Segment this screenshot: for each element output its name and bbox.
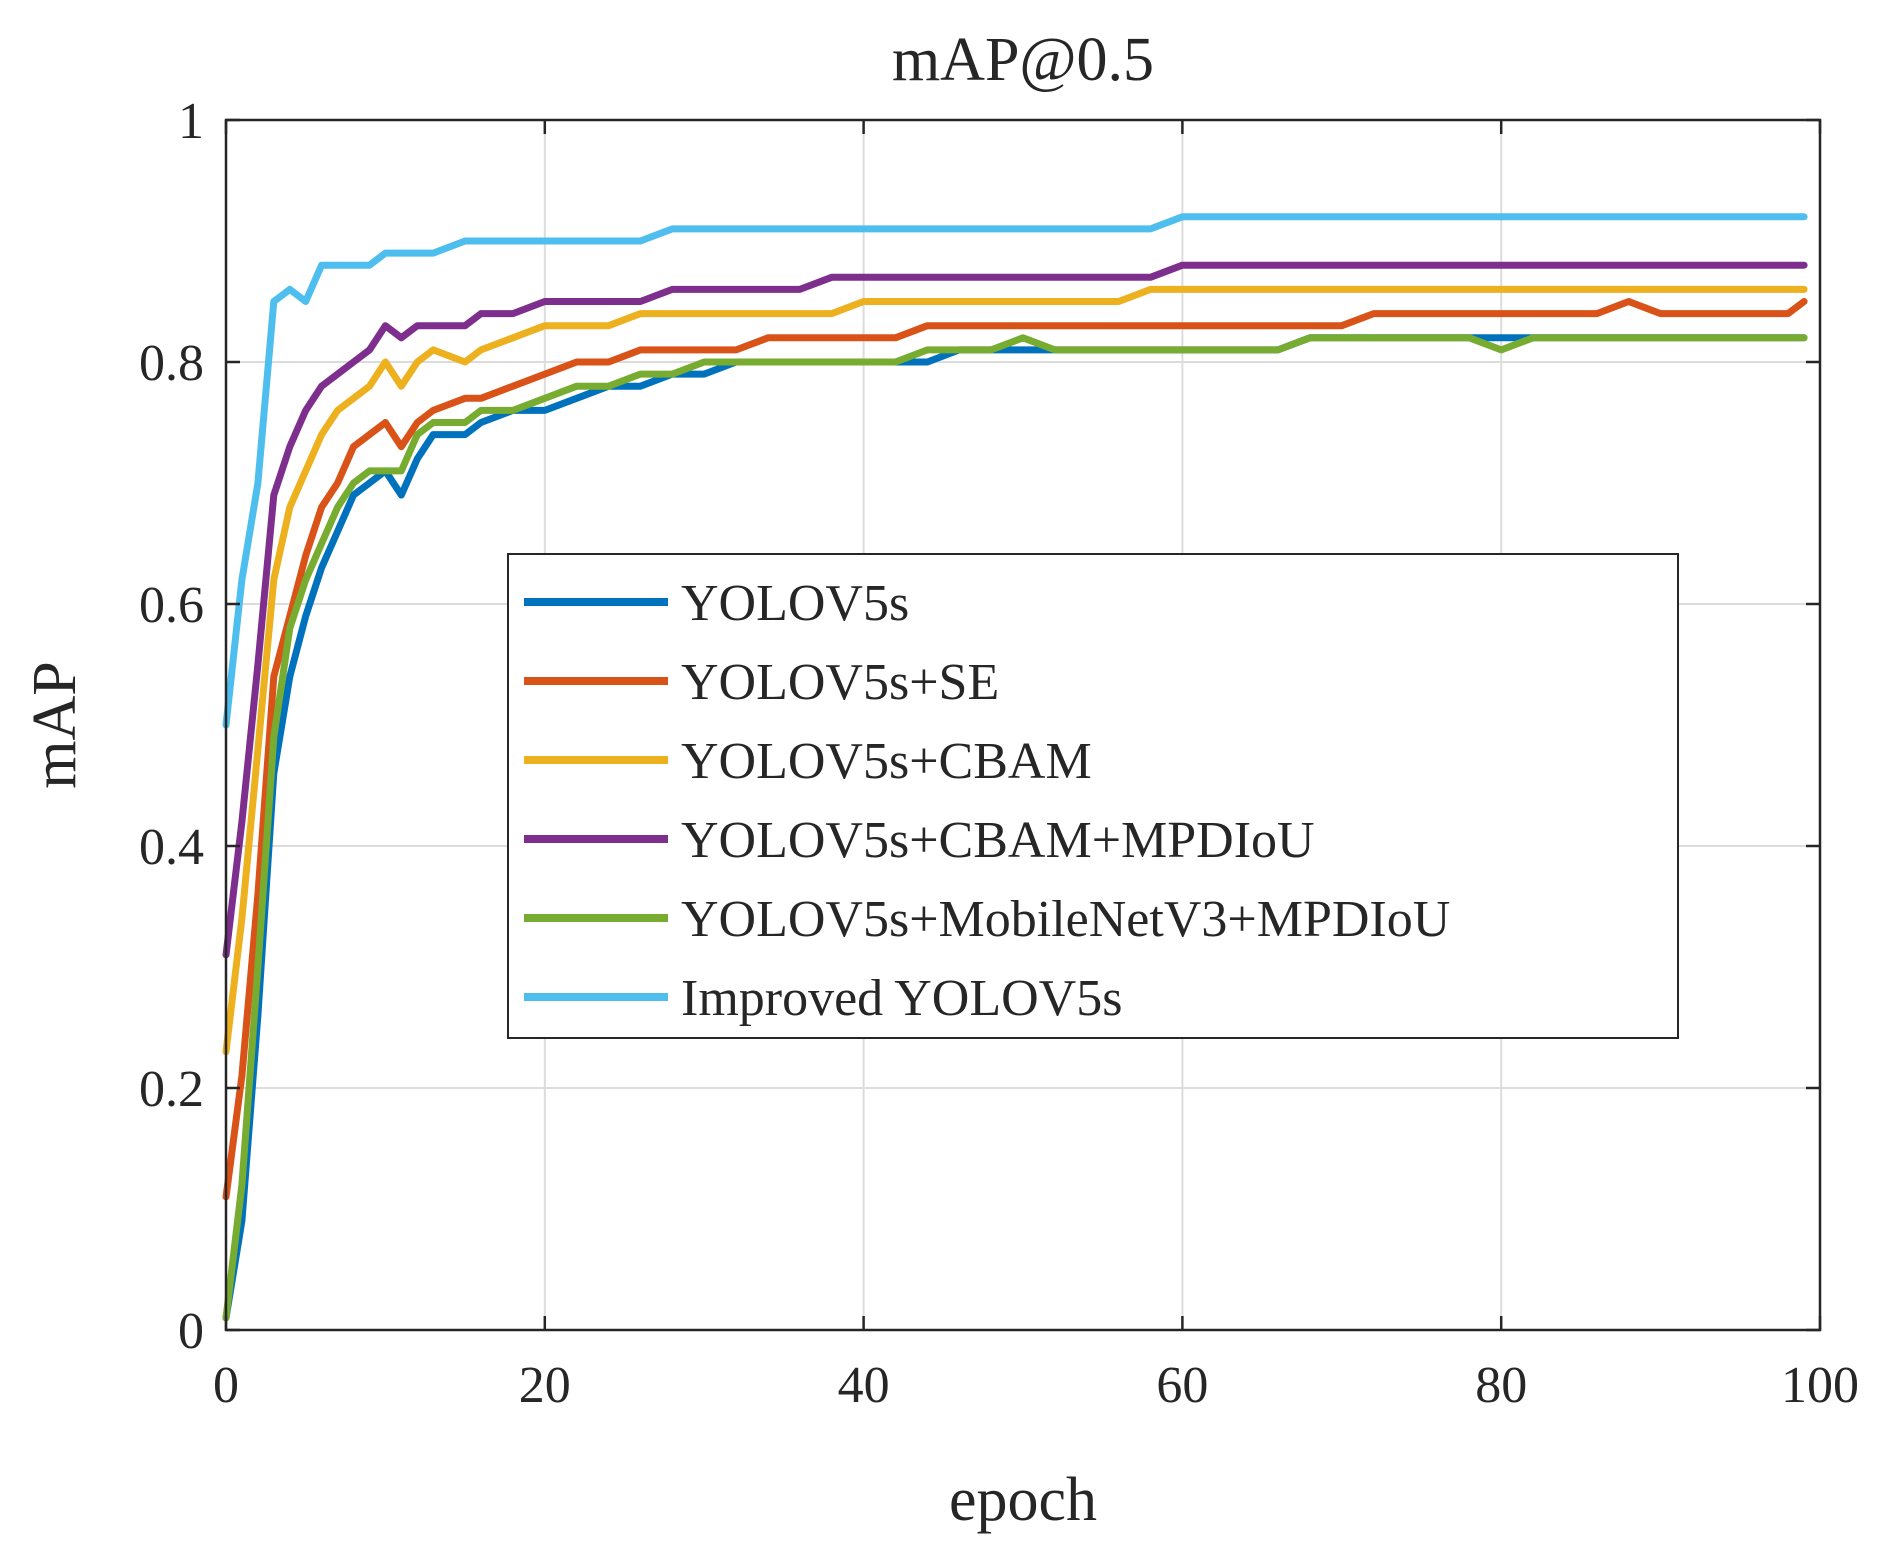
x-tick-label: 0 [213,1357,239,1414]
x-tick-label: 20 [519,1357,571,1414]
x-tick-label: 60 [1156,1357,1208,1414]
plot-frame [224,118,1822,1332]
legend-label-4: YOLOV5s+CBAM+MPDIoU [681,812,1315,869]
legend-box [507,553,1679,1039]
y-tick-label: 1 [178,93,204,150]
series-layer [222,213,1808,1322]
series-line-6 [222,213,1808,729]
y-tick-label: 0.6 [139,577,204,634]
series-line-3 [222,285,1808,1056]
series-line-1 [222,334,1808,1322]
legend-label-2: YOLOV5s+SE [681,654,999,711]
x-axis-label: epoch [949,1466,1097,1534]
x-tick-label: 80 [1475,1357,1527,1414]
y-tick-label: 0.8 [139,335,204,392]
chart-title: mAP@0.5 [892,26,1154,94]
legend-label-6: Improved YOLOV5s [681,970,1122,1027]
legend-label-5: YOLOV5s+MobileNetV3+MPDIoU [681,891,1450,948]
series-line-4 [222,261,1808,959]
y-tick-label: 0 [178,1303,204,1360]
legend-items: YOLOV5s YOLOV5s+SE YOLOV5s+CBAM YOLOV5s+CBA… [524,575,1450,1027]
legend-label-3: YOLOV5s+CBAM [681,733,1092,790]
legend: YOLOV5s YOLOV5s+SE YOLOV5s+CBAM YOLOV5s+CBA… [507,553,1679,1039]
y-tick-label: 0.4 [139,819,204,876]
tick-layer: 0 20 40 60 80 100 0 0.2 0.4 0.6 0.8 1 [139,93,1859,1414]
series-line-5 [222,334,1808,1322]
legend-label-1: YOLOV5s [681,575,909,632]
x-tick-label: 100 [1781,1357,1859,1414]
y-tick-label: 0.2 [139,1061,204,1118]
x-tick-label: 40 [838,1357,890,1414]
series-line-2 [222,298,1808,1201]
y-axis-label: mAP [21,661,89,788]
